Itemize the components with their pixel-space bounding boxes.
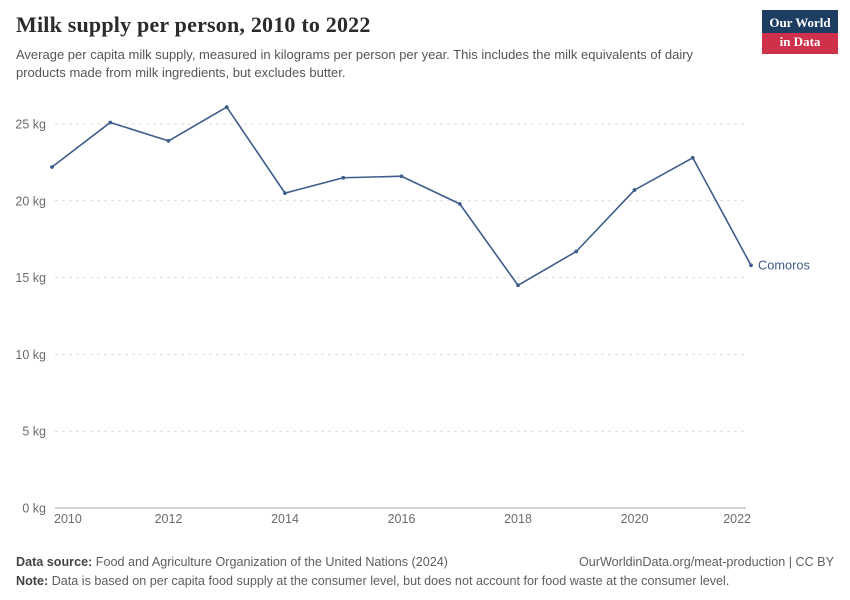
data-point[interactable] <box>632 188 637 192</box>
x-axis-tick-label: 2020 <box>621 512 649 526</box>
data-point[interactable] <box>399 174 404 179</box>
y-axis-tick-label: 5 kg <box>22 425 46 439</box>
logo-text-line1: Our World <box>769 15 831 30</box>
footnote: Note: Data is based on per capita food s… <box>16 574 834 588</box>
data-point[interactable] <box>341 175 346 180</box>
x-axis-tick-label: 2016 <box>388 512 416 526</box>
data-point[interactable] <box>690 155 695 160</box>
y-axis-tick-label: 10 kg <box>15 348 46 362</box>
series-label[interactable]: Comoros <box>758 257 810 272</box>
data-source-text: Food and Agriculture Organization of the… <box>95 555 448 569</box>
data-source-label: Data source: <box>16 555 93 569</box>
attribution-link[interactable]: OurWorldinData.org/meat-production | CC … <box>578 555 834 569</box>
chart-footer: Data source: Food and Agriculture Organi… <box>0 555 850 588</box>
y-axis-tick-label: 25 kg <box>15 117 46 131</box>
line-chart: 0 kg 5 kg 10 kg 15 kg 20 kg 25 kg 2010 2012 2014… <box>0 97 850 537</box>
y-axis-tick-label: 15 kg <box>15 271 46 285</box>
data-point[interactable] <box>283 191 287 195</box>
data-point[interactable] <box>108 120 113 125</box>
data-point[interactable] <box>166 138 171 143</box>
owid-logo: Our World in Data <box>762 10 838 54</box>
data-point[interactable] <box>50 165 54 169</box>
line-chart-canvas[interactable]: 0 kg 5 kg 10 kg 15 kg 20 kg 25 kg 2010 2012 2014… <box>0 97 850 532</box>
page-title: Milk supply per person, 2010 to 2022 <box>16 12 371 37</box>
chart-header: Milk supply per person, 2010 to 2022 <box>0 0 850 38</box>
data-point[interactable] <box>516 283 520 288</box>
logo-text-line2: in Data <box>762 33 838 54</box>
footnote-label: Note: <box>16 574 49 588</box>
data-point[interactable] <box>457 201 462 206</box>
series-line-comoros[interactable] <box>51 106 752 286</box>
x-axis-tick-label: 2022 <box>723 512 751 526</box>
x-axis-tick-label: 2010 <box>54 512 82 526</box>
footnote-text: Data is based on per capita food supply … <box>51 574 730 588</box>
x-axis-tick-label: 2018 <box>504 512 532 526</box>
y-axis-tick-label: 0 kg <box>22 501 46 515</box>
data-source: Data source: Food and Agriculture Organi… <box>16 555 448 569</box>
chart-subtitle: Average per capita milk supply, measured… <box>16 47 694 81</box>
x-axis-tick-label: 2012 <box>155 512 183 526</box>
y-axis-tick-label: 20 kg <box>15 194 46 208</box>
data-point[interactable] <box>574 249 579 254</box>
x-axis-tick-label: 2014 <box>271 512 299 526</box>
data-point[interactable] <box>749 263 753 268</box>
data-point[interactable] <box>224 105 229 109</box>
